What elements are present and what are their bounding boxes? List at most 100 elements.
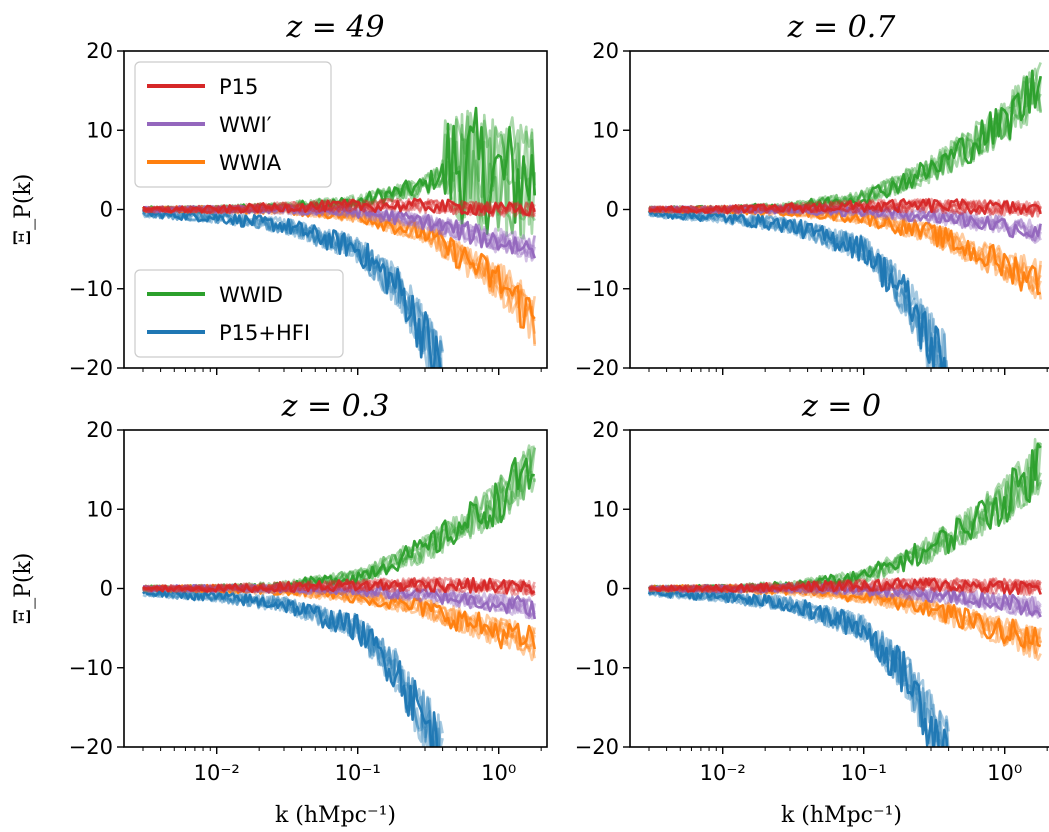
series-line-p15 (647, 198, 1042, 218)
panel-3: z = 0.3 −20 −10 0 10 20 10⁻² 10⁻¹ 10⁰ Ξ_P(k)k (hM… (11, 389, 548, 828)
series-group (647, 437, 1042, 747)
y-tick-label: 10 (86, 497, 113, 521)
legend: P15 WWI′ WWIA WWID P15+HFI (134, 61, 344, 358)
series-line-p15 (648, 197, 1042, 218)
series-line-p15-hfi (647, 208, 942, 368)
panel-1: z = 49 −20 −10 0 10 20 Ξ_P(k) (11, 10, 548, 380)
series-line-p15-hfi (647, 209, 948, 368)
series-line-wwia (648, 584, 1042, 659)
series-line-p15-hfi (142, 209, 444, 368)
series-line-wwi- (142, 583, 536, 619)
y-axis-label: Ξ_P(k) (11, 174, 36, 246)
series-group (647, 62, 1042, 368)
series-line-p15-hfi (142, 589, 441, 747)
x-tick-label: 10⁰ (987, 761, 1022, 785)
series-line-p15 (142, 577, 536, 595)
series-line-p15 (648, 198, 1042, 217)
series-line-p15-hfi (648, 588, 950, 747)
y-tick-label: −10 (69, 656, 113, 680)
series-line-p15-hfi (142, 588, 439, 747)
series-line-p15-hfi (141, 209, 443, 368)
series-line-p15-hfi (647, 209, 947, 368)
y-tick-label: −10 (575, 277, 619, 301)
series-line-p15 (648, 577, 1042, 595)
series-line-p15 (648, 577, 1042, 596)
series-line-wwi- (142, 204, 535, 258)
y-tick-label: 10 (86, 118, 113, 142)
series-line-p15 (142, 197, 536, 217)
series-line-wwia (142, 204, 536, 346)
series-line-p15-hfi (142, 588, 441, 747)
series-line-p15 (648, 577, 1042, 596)
series-line-wwi- (142, 204, 536, 260)
series-line-wwia (141, 204, 536, 329)
legend-box (134, 269, 344, 358)
series-line-wwia (142, 584, 536, 648)
y-tick-label: 0 (606, 577, 619, 601)
legend-label: P15+HFI (219, 321, 310, 345)
y-tick-label: 0 (100, 198, 113, 222)
series-line-p15 (142, 576, 536, 597)
series-line-wwi- (648, 204, 1042, 238)
series-line-p15-hfi (647, 589, 945, 747)
y-tick-label: 10 (592, 497, 619, 521)
legend-label: P15 (219, 75, 258, 99)
y-tick-label: 20 (86, 39, 113, 63)
series-line-wwid (142, 444, 536, 593)
series-line-p15 (142, 576, 536, 596)
series-line-wwid (648, 62, 1042, 214)
y-tick-label: −10 (69, 277, 113, 301)
x-tick-label: 10⁻² (700, 761, 746, 785)
y-tick-label: −20 (69, 356, 113, 380)
y-tick-label: −20 (69, 735, 113, 759)
x-tick-label: 10⁰ (481, 761, 516, 785)
series-line-p15-hfi (141, 209, 443, 368)
series-line-wwi- (141, 203, 536, 258)
x-axis-label: k (hMpc⁻¹) (275, 803, 396, 828)
panel-title: z = 49 (285, 10, 384, 45)
series-line-p15 (142, 576, 536, 596)
series-group (141, 444, 536, 747)
y-tick-label: 20 (86, 418, 113, 442)
series-line-p15 (141, 576, 536, 596)
legend-label: WWIA (219, 151, 282, 175)
series-line-p15 (142, 198, 536, 217)
legend-box (134, 61, 332, 188)
series-line-wwia (142, 204, 536, 322)
series-line-wwi- (142, 582, 536, 615)
series-line-wwid (648, 67, 1042, 214)
series-line-p15 (142, 197, 536, 218)
series-line-p15 (142, 197, 536, 218)
series-line-p15 (648, 577, 1041, 595)
series-line-wwid (142, 457, 536, 593)
y-tick-label: −10 (575, 656, 619, 680)
y-tick-label: 0 (100, 577, 113, 601)
series-group (141, 106, 536, 368)
series-line-p15-hfi (142, 588, 444, 747)
series-line-p15-hfi (647, 209, 948, 368)
series-line-p15-hfi (648, 208, 949, 368)
panel-4: z = 0 −20 −10 0 10 20 10⁻² 10⁻¹ 10⁰ k (hMpc⁻¹) (575, 389, 1049, 828)
series-line-p15 (648, 577, 1042, 596)
panel-title: z = 0.3 (281, 389, 390, 424)
series-line-p15-hfi (141, 209, 439, 368)
legend-label: WWI′ (219, 113, 272, 137)
series-line-p15 (141, 577, 536, 597)
series-line-p15 (648, 198, 1042, 218)
series-line-wwid (142, 459, 536, 594)
series-line-p15 (648, 197, 1041, 216)
series-line-p15 (648, 198, 1042, 215)
series-line-p15-hfi (142, 588, 439, 747)
series-line-p15-hfi (648, 588, 950, 747)
series-line-p15-hfi (141, 209, 444, 368)
panel-title: z = 0 (801, 389, 881, 424)
panel-2: z = 0.7 −20 −10 0 10 20 (575, 10, 1049, 380)
series-line-p15-hfi (647, 588, 949, 747)
y-tick-label: 10 (592, 118, 619, 142)
legend-label: WWID (219, 283, 283, 307)
series-line-wwid (649, 75, 1042, 215)
x-tick-label: 10⁻¹ (841, 761, 887, 785)
series-line-p15-hfi (142, 209, 442, 368)
series-line-wwi- (142, 204, 536, 259)
